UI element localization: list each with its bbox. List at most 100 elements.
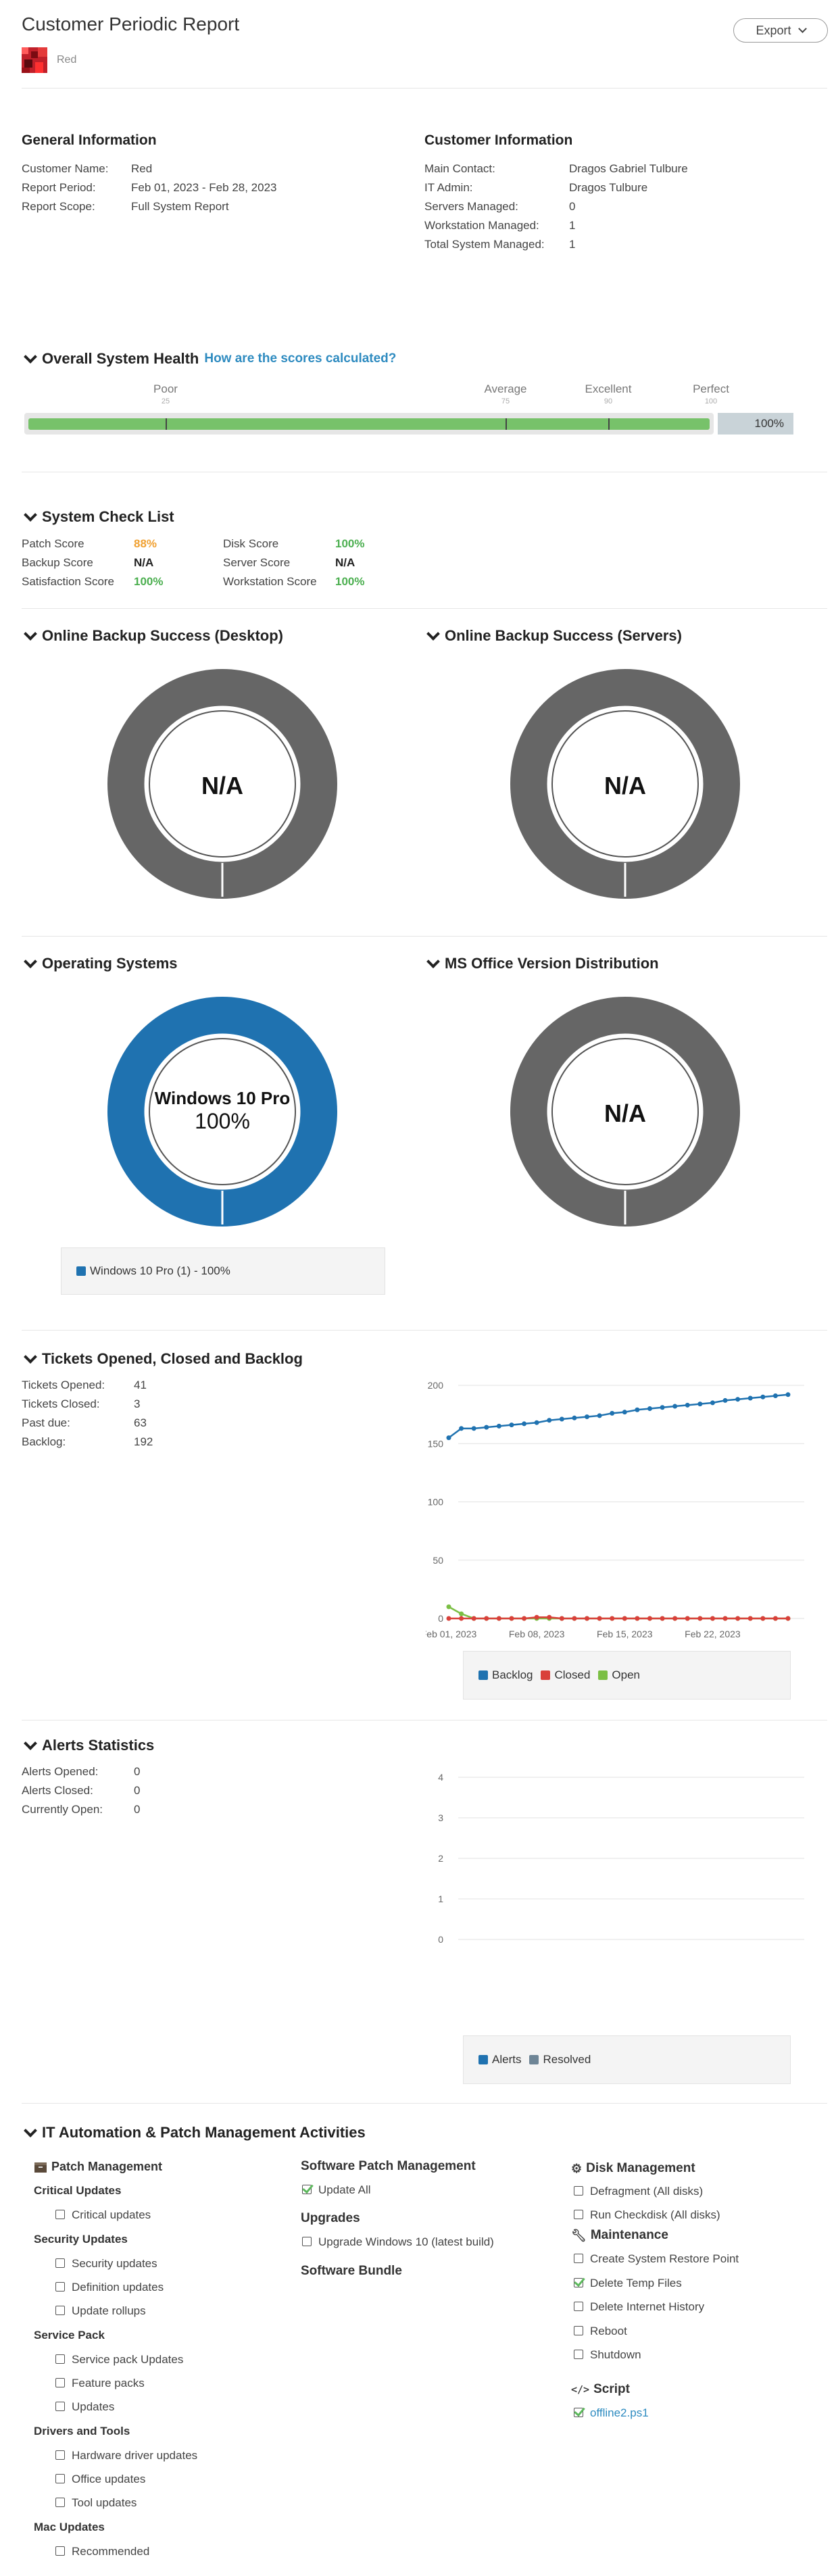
overall-health-header[interactable]: Overall System Health How are the scores…: [22, 350, 396, 368]
data-point-backlog[interactable]: [760, 1394, 766, 1400]
data-point-closed[interactable]: [735, 1616, 741, 1621]
data-point-closed[interactable]: [509, 1616, 514, 1621]
patch-item[interactable]: Office updates: [55, 2473, 145, 2486]
script-file-link[interactable]: offline2.ps1: [590, 2406, 649, 2419]
checkbox-checked[interactable]: [574, 2277, 583, 2287]
data-point-closed[interactable]: [585, 1616, 590, 1621]
patch-item[interactable]: Tool updates: [55, 2496, 137, 2510]
patch-item[interactable]: Security updates: [55, 2257, 157, 2271]
data-point-backlog[interactable]: [496, 1423, 501, 1429]
data-point-backlog[interactable]: [785, 1392, 791, 1397]
data-point-closed[interactable]: [622, 1616, 627, 1621]
checkbox[interactable]: [574, 2186, 583, 2196]
data-point-closed[interactable]: [722, 1616, 728, 1621]
data-point-closed[interactable]: [459, 1616, 464, 1621]
checkbox[interactable]: [55, 2546, 65, 2556]
checkbox[interactable]: [55, 2210, 65, 2219]
data-point-closed[interactable]: [647, 1616, 652, 1621]
checkbox[interactable]: [55, 2402, 65, 2411]
disk-item[interactable]: Run Checkdisk (All disks): [574, 2208, 720, 2222]
checkbox[interactable]: [574, 2350, 583, 2359]
data-point-closed[interactable]: [772, 1616, 778, 1621]
checkbox-checked[interactable]: [302, 2185, 312, 2194]
data-point-backlog[interactable]: [672, 1404, 678, 1409]
data-point-backlog[interactable]: [610, 1410, 615, 1416]
data-point-closed[interactable]: [747, 1616, 753, 1621]
checkbox[interactable]: [574, 2302, 583, 2311]
patch-item[interactable]: Recommended: [55, 2545, 149, 2558]
data-point-closed[interactable]: [685, 1616, 690, 1621]
maintenance-item[interactable]: Reboot: [574, 2325, 627, 2338]
script-item[interactable]: offline2.ps1: [574, 2406, 649, 2420]
patch-item[interactable]: Updates: [55, 2400, 114, 2414]
data-point-backlog[interactable]: [522, 1421, 527, 1427]
data-point-closed[interactable]: [559, 1616, 564, 1621]
data-point-backlog[interactable]: [459, 1426, 464, 1431]
data-point-closed[interactable]: [760, 1616, 766, 1621]
data-point-open[interactable]: [446, 1604, 451, 1610]
patch-item[interactable]: Definition updates: [55, 2281, 164, 2294]
checkbox[interactable]: [574, 2254, 583, 2263]
data-point-closed[interactable]: [471, 1616, 476, 1621]
data-point-backlog[interactable]: [446, 1435, 451, 1441]
data-point-closed[interactable]: [572, 1616, 577, 1621]
automation-header[interactable]: IT Automation & Patch Management Activit…: [22, 2124, 366, 2141]
checkbox[interactable]: [55, 2354, 65, 2364]
update-all-item[interactable]: Update All: [302, 2183, 371, 2197]
data-point-closed[interactable]: [785, 1616, 791, 1621]
data-point-backlog[interactable]: [685, 1402, 690, 1408]
checkbox[interactable]: [302, 2237, 312, 2246]
checkbox[interactable]: [55, 2258, 65, 2268]
checkbox[interactable]: [55, 2282, 65, 2292]
checkbox[interactable]: [55, 2378, 65, 2387]
backup-servers-header[interactable]: Online Backup Success (Servers): [424, 627, 682, 645]
data-point-backlog[interactable]: [660, 1405, 665, 1410]
alerts-header[interactable]: Alerts Statistics: [22, 1737, 154, 1754]
data-point-backlog[interactable]: [471, 1426, 476, 1431]
patch-item[interactable]: Update rollups: [55, 2304, 146, 2318]
checkbox[interactable]: [574, 2210, 583, 2219]
data-point-backlog[interactable]: [710, 1400, 715, 1406]
maintenance-item[interactable]: Create System Restore Point: [574, 2252, 739, 2266]
maintenance-item[interactable]: Shutdown: [574, 2348, 641, 2362]
data-point-backlog[interactable]: [722, 1397, 728, 1403]
data-point-backlog[interactable]: [735, 1397, 741, 1402]
data-point-closed[interactable]: [710, 1616, 715, 1621]
maintenance-item[interactable]: Delete Internet History: [574, 2300, 704, 2314]
data-point-backlog[interactable]: [484, 1425, 489, 1430]
data-point-closed[interactable]: [534, 1614, 539, 1620]
data-point-open[interactable]: [459, 1611, 464, 1616]
patch-item[interactable]: Critical updates: [55, 2208, 151, 2222]
checkbox[interactable]: [55, 2306, 65, 2315]
data-point-backlog[interactable]: [509, 1422, 514, 1428]
data-point-backlog[interactable]: [772, 1393, 778, 1399]
patch-item[interactable]: Feature packs: [55, 2377, 145, 2390]
patch-item[interactable]: Service pack Updates: [55, 2353, 183, 2367]
data-point-closed[interactable]: [484, 1616, 489, 1621]
operating-systems-header[interactable]: Operating Systems: [22, 955, 178, 972]
system-checklist-header[interactable]: System Check List: [22, 508, 174, 526]
checkbox-checked[interactable]: [574, 2408, 583, 2417]
data-point-closed[interactable]: [522, 1616, 527, 1621]
data-point-backlog[interactable]: [747, 1395, 753, 1401]
data-point-closed[interactable]: [597, 1616, 602, 1621]
data-point-backlog[interactable]: [697, 1402, 703, 1407]
tickets-header[interactable]: Tickets Opened, Closed and Backlog: [22, 1350, 303, 1368]
data-point-backlog[interactable]: [585, 1414, 590, 1420]
disk-item[interactable]: Defragment (All disks): [574, 2185, 703, 2198]
export-button[interactable]: Export: [733, 18, 828, 43]
maintenance-item[interactable]: Delete Temp Files: [574, 2277, 682, 2290]
checkbox[interactable]: [55, 2498, 65, 2507]
patch-item[interactable]: Hardware driver updates: [55, 2449, 197, 2462]
upgrade-windows-item[interactable]: Upgrade Windows 10 (latest build): [302, 2235, 494, 2249]
data-point-closed[interactable]: [547, 1614, 552, 1620]
checkbox[interactable]: [55, 2474, 65, 2483]
data-point-closed[interactable]: [660, 1616, 665, 1621]
data-point-closed[interactable]: [697, 1616, 703, 1621]
ms-office-header[interactable]: MS Office Version Distribution: [424, 955, 659, 972]
data-point-closed[interactable]: [446, 1616, 451, 1621]
data-point-backlog[interactable]: [635, 1407, 640, 1412]
data-point-closed[interactable]: [672, 1616, 678, 1621]
data-point-backlog[interactable]: [597, 1413, 602, 1418]
data-point-backlog[interactable]: [647, 1406, 652, 1411]
